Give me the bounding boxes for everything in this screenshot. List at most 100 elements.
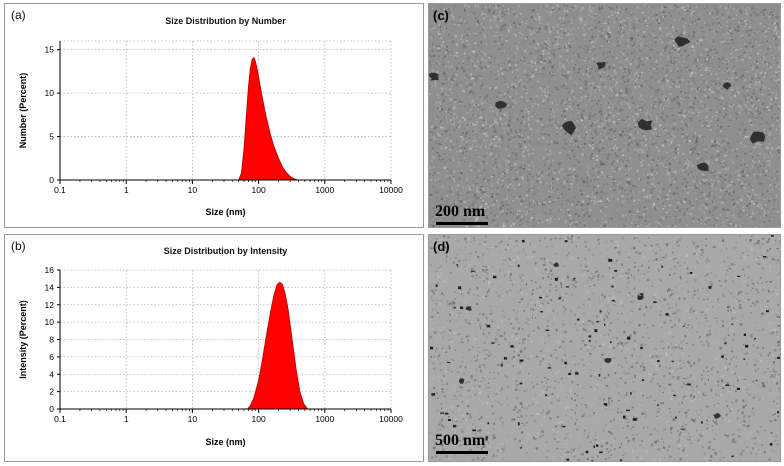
nanoparticle-dot: [743, 358, 746, 360]
nanoparticle-cluster: [561, 120, 577, 136]
y-tick-label: 5: [49, 132, 54, 142]
nanoparticle-dot: [777, 411, 779, 414]
nanoparticle-dot: [762, 256, 767, 258]
nanoparticle-dot: [500, 363, 503, 367]
nanoparticle-dot: [680, 428, 685, 430]
y-tick-label: 2: [49, 387, 54, 397]
nanoparticle-dot: [657, 404, 659, 406]
x-tick-label: 1: [124, 185, 129, 195]
nanoparticle-cluster: [696, 162, 709, 172]
panel-a-label: (a): [11, 8, 26, 22]
nanoparticle-dot: [640, 346, 643, 350]
nanoparticle-dot: [665, 313, 669, 316]
nanoparticle-dot: [430, 346, 434, 350]
nanoparticle-dot: [630, 392, 632, 395]
nanoparticle-dot: [593, 445, 595, 448]
nanoparticle-dot: [766, 310, 769, 313]
nanoparticle-dot: [585, 450, 589, 454]
nanoparticle-dot: [614, 270, 618, 272]
nanoparticle-dot: [470, 270, 475, 272]
nanoparticle-cluster: [722, 82, 732, 90]
nanoparticle-dot: [737, 275, 741, 277]
nanoparticle-dot: [491, 342, 495, 344]
y-tick-label: 0: [49, 404, 54, 414]
nanoparticle-cluster: [596, 61, 606, 70]
nanoparticle-dot: [446, 361, 450, 363]
nanoparticle-dot: [731, 323, 734, 325]
nanoparticle-cluster: [604, 357, 612, 364]
nanoparticle-dot: [466, 413, 469, 415]
nanoparticle-dot: [598, 374, 601, 377]
nanoparticle-dot: [726, 306, 730, 308]
panel-c-tem-image: (c) 200 nm: [428, 3, 781, 228]
nanoparticle-dot: [563, 425, 566, 428]
x-tick-label: 10000: [379, 414, 403, 424]
nanoparticle-dot: [754, 337, 756, 340]
nanoparticle-dot: [591, 460, 594, 461]
nanoparticle-dot: [745, 344, 749, 348]
panel-d-tem-image: (d) 500 nm: [428, 234, 781, 462]
nanoparticle-dot: [724, 342, 727, 345]
nanoparticle-dot: [460, 306, 464, 309]
nanoparticle-dot: [493, 275, 497, 279]
nanoparticle-dot: [545, 394, 548, 397]
nanoparticle-dot: [444, 412, 449, 415]
nanoparticle-dot: [725, 384, 730, 386]
nanoparticle-dot: [453, 424, 456, 428]
nanoparticle-cluster: [465, 306, 472, 311]
nanoparticle-dot: [682, 325, 685, 327]
x-tick-label: 100: [252, 185, 266, 195]
nanoparticle-dot: [770, 235, 774, 237]
nanoparticle-dot: [611, 285, 614, 288]
nanoparticle-dot: [517, 264, 520, 268]
x-axis-label: Size (nm): [205, 207, 245, 217]
nanoparticle-cluster: [713, 412, 722, 419]
nanoparticle-dot: [769, 443, 773, 446]
y-tick-label: 4: [49, 369, 54, 379]
nanoparticle-dot: [564, 240, 568, 243]
scalebar-c: [436, 222, 488, 225]
nanoparticle-dot: [539, 296, 543, 299]
y-tick-label: 16: [45, 265, 55, 275]
nanoparticle-dot: [611, 299, 615, 302]
nanoparticle-dot: [599, 310, 602, 313]
nanoparticle-dot: [510, 345, 514, 348]
nanoparticle-dot: [596, 321, 599, 323]
nanoparticle-dot: [565, 286, 570, 288]
panel-a-number-distribution: (a) Size Distribution by Number 0.1 1 10 100…: [4, 3, 424, 228]
nanoparticle-dot: [626, 409, 630, 412]
nanoparticle-cluster: [459, 378, 465, 384]
x-tick-label: 10: [188, 185, 198, 195]
x-tick-label: 10: [188, 414, 198, 424]
nanoparticle-dot: [640, 293, 644, 296]
nanoparticle-dot: [687, 383, 691, 386]
nanoparticle-dot: [642, 379, 645, 381]
nanoparticle-dot: [701, 421, 703, 424]
y-tick-label: 10: [45, 317, 55, 327]
distribution-area-0-0: [238, 56, 299, 181]
nanoparticle-dot: [568, 373, 571, 375]
y-axis-label: Intensity (Percent): [18, 300, 28, 379]
nanoparticle-dot: [566, 458, 570, 461]
nanoparticle-dot: [564, 361, 567, 365]
nanoparticle-dot: [608, 259, 613, 262]
nanoparticle-dot: [458, 286, 462, 290]
tem-grain: [429, 235, 780, 461]
nanoparticle-dot: [453, 306, 456, 309]
nanoparticle-dot: [779, 316, 780, 319]
scalebar-label-c: 200 nm: [435, 203, 486, 220]
nanoparticle-cluster: [429, 72, 439, 81]
nanoparticle-dot: [517, 422, 520, 426]
nanoparticle-dot: [519, 382, 523, 385]
nanoparticle-dot: [472, 429, 476, 432]
nanoparticle-dot: [440, 412, 444, 414]
x-axis-label: Size (nm): [205, 437, 245, 447]
nanoparticle-dot: [487, 422, 490, 425]
x-tick-label: 1: [124, 414, 129, 424]
nanoparticle-dot: [673, 394, 676, 396]
nanoparticle-dot: [485, 436, 489, 439]
nanoparticle-dot: [431, 393, 436, 396]
nanoparticle-cluster: [553, 262, 559, 267]
nanoparticle-cluster: [495, 100, 508, 109]
